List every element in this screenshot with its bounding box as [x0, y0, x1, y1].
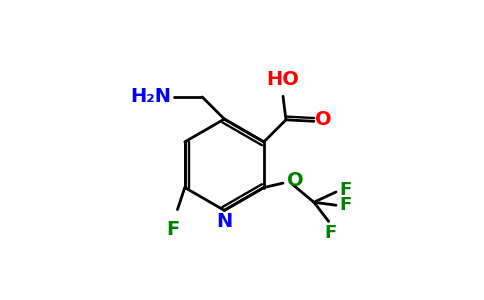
Text: N: N — [216, 212, 232, 231]
Text: F: F — [339, 196, 351, 214]
Text: H₂N: H₂N — [130, 88, 171, 106]
Text: HO: HO — [267, 70, 300, 89]
Text: F: F — [324, 224, 336, 242]
Text: F: F — [166, 220, 180, 239]
Text: O: O — [316, 110, 332, 129]
Text: F: F — [339, 182, 351, 200]
Text: O: O — [287, 171, 304, 190]
